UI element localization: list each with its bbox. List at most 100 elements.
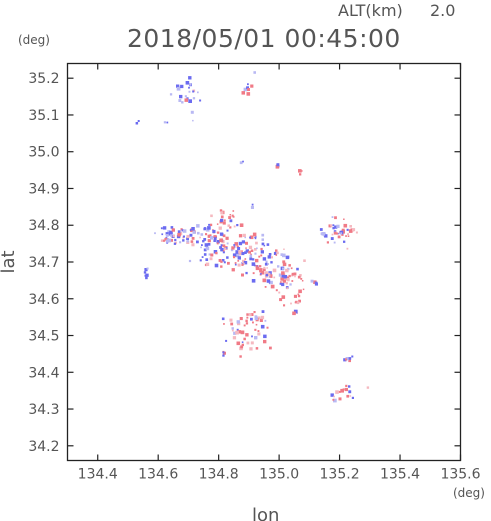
echo-point [291, 272, 295, 276]
echo-point [192, 97, 196, 100]
echo-point [233, 244, 236, 246]
echo-point [334, 216, 337, 220]
echo-point [264, 271, 268, 275]
echo-point [144, 268, 148, 272]
echo-point [292, 311, 296, 316]
echo-point [242, 160, 244, 163]
y-tick-label: 35.2 [28, 71, 59, 87]
echo-point [281, 271, 285, 275]
echo-point [264, 262, 268, 266]
echo-point [236, 245, 239, 248]
echo-point [352, 228, 356, 232]
echo-point [258, 255, 261, 258]
echo-point [203, 253, 207, 256]
echo-point [232, 253, 237, 257]
echo-point [282, 279, 286, 283]
echo-point [190, 240, 194, 243]
echo-point [241, 341, 244, 343]
echo-point [303, 259, 306, 262]
echo-point [203, 238, 207, 241]
echo-point [330, 224, 333, 227]
echo-point [252, 232, 257, 237]
echo-point [333, 395, 335, 398]
echo-point [239, 317, 243, 321]
echo-point [241, 252, 245, 256]
echo-point [266, 279, 271, 283]
echo-point [332, 224, 335, 227]
echo-point [220, 218, 224, 223]
echo-point [231, 327, 234, 330]
echo-point [293, 294, 297, 298]
echo-point [348, 385, 351, 388]
echo-point [279, 298, 283, 302]
echo-point [222, 244, 226, 248]
echo-point [295, 300, 298, 304]
echo-point [349, 225, 352, 228]
echo-point [200, 246, 202, 249]
echo-point [222, 354, 225, 357]
echo-point [246, 313, 249, 316]
echo-point [145, 273, 149, 277]
echo-point [250, 205, 254, 209]
echo-point [351, 396, 354, 399]
echo-point [302, 288, 305, 291]
echo-point [245, 322, 249, 325]
echo-point [154, 232, 156, 235]
echo-point [161, 233, 164, 236]
echo-point [221, 259, 225, 262]
echo-point [214, 263, 219, 268]
echo-point [163, 121, 166, 124]
echo-point [347, 235, 350, 237]
echo-point [245, 319, 248, 322]
echo-point [205, 262, 210, 266]
echo-point [241, 343, 244, 347]
echo-point [260, 250, 264, 254]
y-tick-label: 34.3 [28, 402, 59, 418]
echo-point [219, 232, 224, 236]
echo-point [259, 265, 262, 268]
echo-point [249, 347, 253, 351]
echo-point [255, 347, 259, 350]
echo-point [189, 233, 193, 237]
echo-point [249, 254, 253, 258]
echo-point [298, 289, 302, 294]
echo-point [254, 315, 258, 319]
echo-point [197, 231, 200, 235]
echo-point [337, 235, 341, 239]
echo-point [205, 233, 208, 236]
echo-point [185, 81, 190, 85]
echo-point [345, 358, 348, 361]
echo-point [182, 235, 185, 238]
echo-point [331, 216, 334, 218]
echo-point [349, 395, 352, 397]
echo-point [237, 256, 241, 260]
x-axis-label: lon [252, 505, 279, 521]
echo-point [204, 243, 209, 247]
echo-point [166, 241, 169, 244]
echo-point [201, 256, 204, 258]
echo-point [301, 280, 304, 282]
echo-point [189, 229, 192, 231]
echo-point [275, 289, 278, 292]
echo-point [188, 99, 192, 103]
echo-point [248, 250, 251, 254]
echo-point [191, 243, 195, 247]
echo-point [281, 295, 286, 299]
echo-point [251, 335, 253, 338]
echo-point [264, 319, 267, 322]
echo-point [199, 99, 202, 102]
echo-point [212, 229, 216, 234]
echo-point [249, 236, 251, 239]
echo-point [170, 238, 173, 242]
echo-point [222, 351, 225, 354]
echo-point [276, 163, 280, 167]
echo-point [283, 248, 285, 250]
x-tick-label: 135.0 [259, 467, 299, 483]
echo-point [236, 224, 239, 227]
altitude-label: ALT(km) [338, 1, 403, 20]
echo-point [162, 226, 167, 230]
echo-point [227, 224, 230, 227]
echo-point [297, 294, 301, 298]
echo-point [165, 232, 169, 236]
echo-point [179, 241, 182, 244]
